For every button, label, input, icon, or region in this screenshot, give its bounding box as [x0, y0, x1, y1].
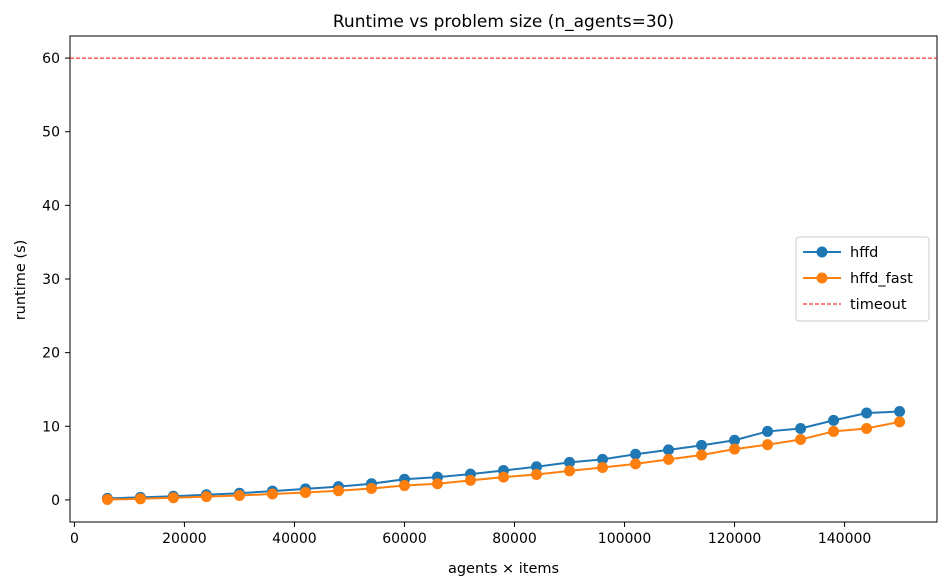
data-point	[431, 478, 443, 490]
y-axis-title: runtime (s)	[13, 240, 29, 321]
x-tick-label: 40000	[272, 531, 317, 547]
data-point	[630, 458, 642, 470]
data-point	[729, 443, 741, 455]
data-point	[828, 425, 840, 437]
data-point	[564, 456, 576, 468]
data-point	[233, 489, 245, 501]
data-point	[828, 414, 840, 426]
data-point	[663, 453, 675, 465]
x-axis-title: agents × items	[448, 561, 559, 577]
x-tick-label: 140000	[818, 531, 871, 547]
chart-title: Runtime vs problem size (n_agents=30)	[333, 12, 674, 32]
y-tick-label: 10	[42, 419, 60, 435]
x-tick-label: 20000	[162, 531, 207, 547]
data-point	[531, 461, 543, 473]
legend-label: hffd	[850, 245, 878, 261]
data-point	[696, 449, 708, 461]
data-point	[464, 474, 476, 486]
data-point	[167, 492, 179, 504]
data-point	[266, 488, 278, 500]
y-tick-label: 60	[42, 51, 60, 67]
data-point	[299, 487, 311, 499]
data-point	[564, 465, 576, 477]
data-point	[531, 469, 543, 481]
y-axis: 0 10 20 30 40 50 60	[42, 51, 70, 509]
x-tick-label: 60000	[382, 531, 427, 547]
y-tick-label: 50	[42, 125, 60, 141]
data-point	[861, 407, 873, 419]
x-tick-label: 120000	[708, 531, 761, 547]
data-point	[762, 425, 774, 437]
data-point	[630, 448, 642, 460]
y-tick-label: 20	[42, 346, 60, 362]
x-tick-label: 80000	[492, 531, 537, 547]
series-hffd-fast	[101, 416, 906, 506]
legend-marker	[816, 272, 828, 284]
data-point	[134, 493, 146, 505]
data-point	[894, 406, 906, 418]
data-point	[696, 439, 708, 451]
data-point	[398, 480, 410, 492]
x-axis: 0 20000 40000 60000 80000 100000 120000 140000	[70, 522, 871, 547]
data-point	[795, 422, 807, 434]
x-tick-label: 100000	[598, 531, 651, 547]
data-point	[597, 453, 609, 465]
data-point	[861, 422, 873, 434]
legend-label: hffd_fast	[850, 271, 913, 287]
data-point	[729, 434, 741, 446]
x-tick-label: 0	[70, 531, 79, 547]
y-tick-label: 0	[51, 493, 60, 509]
data-point	[795, 434, 807, 446]
y-tick-label: 40	[42, 198, 60, 214]
legend-marker	[816, 246, 828, 258]
data-point	[663, 444, 675, 456]
legend-box	[795, 236, 930, 322]
data-point	[498, 471, 509, 483]
data-point	[101, 494, 113, 506]
data-point	[365, 482, 377, 494]
data-point	[200, 491, 212, 503]
legend-label: timeout	[850, 297, 907, 313]
data-point	[762, 439, 774, 451]
data-point	[894, 416, 906, 428]
data-point	[332, 485, 344, 497]
series-layer	[101, 406, 906, 506]
y-tick-label: 30	[42, 272, 60, 288]
data-point	[597, 462, 609, 474]
